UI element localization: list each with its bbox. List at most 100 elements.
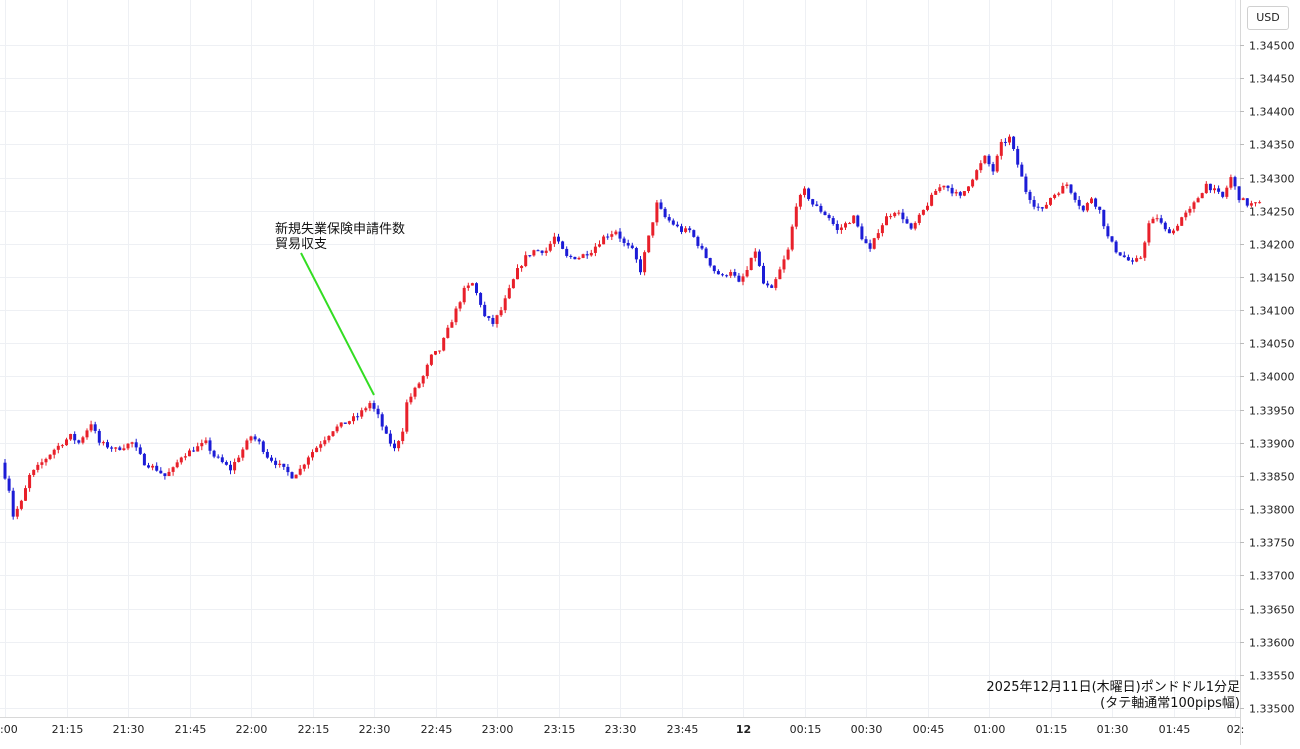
candle-body <box>700 245 704 249</box>
candle-body <box>487 316 491 318</box>
annotation-pointer-line <box>300 252 375 396</box>
candle-body <box>1208 183 1212 191</box>
candle-body <box>257 439 261 442</box>
candle-body <box>220 457 224 463</box>
candle-body <box>60 445 64 447</box>
candle-body <box>835 223 839 230</box>
candle-body <box>1003 141 1007 143</box>
candle-body <box>823 211 827 216</box>
x-tick-label: 01:45 <box>1159 723 1191 736</box>
candle-body <box>614 231 618 235</box>
candle-body <box>356 416 360 418</box>
candle-body <box>1217 188 1221 192</box>
candle-body <box>655 202 659 223</box>
y-tick-label: 1.34150 <box>1249 272 1295 285</box>
candle-body <box>204 440 208 443</box>
candle-body <box>429 354 433 365</box>
candle-body <box>1188 208 1192 213</box>
candle-body <box>593 246 597 253</box>
candle-body <box>1151 218 1155 224</box>
candle-body <box>581 254 585 258</box>
candle-body <box>1077 199 1081 206</box>
x-tick-label: 01:00 <box>974 723 1006 736</box>
candle-body <box>409 396 413 403</box>
candle-body <box>520 266 524 269</box>
candle-body <box>1254 202 1257 204</box>
candle-body <box>770 285 774 288</box>
candle-body <box>73 434 77 441</box>
candle-body <box>1020 164 1024 177</box>
candle-body <box>56 445 60 450</box>
candle-body <box>893 212 897 217</box>
candle-body <box>249 436 253 441</box>
x-tick-label: 01:30 <box>1097 723 1129 736</box>
candle-body <box>475 283 478 294</box>
candle-body <box>265 451 269 458</box>
candle-body <box>762 265 765 284</box>
candle-body <box>1053 194 1057 198</box>
candle-body <box>159 470 163 474</box>
candle-body <box>401 431 405 442</box>
candle-body <box>819 205 823 212</box>
candle-body <box>897 212 901 214</box>
candle-body <box>606 236 610 238</box>
candle-body <box>1069 184 1073 193</box>
candle-body <box>856 215 860 227</box>
candle-body <box>511 279 515 289</box>
x-tick-label: 21:30 <box>113 723 145 736</box>
candle-body <box>889 216 893 218</box>
candle-body <box>347 421 351 424</box>
y-tick-label: 1.34500 <box>1249 40 1295 53</box>
candle-body <box>1057 193 1061 195</box>
candle-body <box>675 224 679 227</box>
candle-body <box>643 252 647 273</box>
caption-line-1: 2025年12月11日(木曜日)ポンドドル1分足 <box>986 680 1240 695</box>
candle-body <box>138 447 142 454</box>
candle-body <box>950 187 954 194</box>
candle-body <box>909 223 913 229</box>
x-tick-label: 00:15 <box>790 723 822 736</box>
candle-body <box>782 259 786 270</box>
candle-body <box>40 462 44 465</box>
y-tick-label: 1.33500 <box>1249 703 1295 716</box>
candle-body <box>1249 203 1253 206</box>
candle-body <box>573 256 577 260</box>
candle-body <box>315 447 319 453</box>
candle-body <box>270 457 273 461</box>
candle-body <box>716 271 720 275</box>
candle-body <box>880 225 884 234</box>
candle-body <box>466 285 470 288</box>
candle-body <box>188 450 191 457</box>
event-annotation: 新規失業保険申請件数 貿易収支 <box>275 222 405 252</box>
candle-body <box>827 215 831 219</box>
candle-body <box>1180 217 1184 226</box>
candle-body <box>794 206 798 227</box>
candle-body <box>294 474 298 479</box>
y-tick-label: 1.34450 <box>1249 73 1295 86</box>
candle-body <box>499 310 503 316</box>
candle-body <box>1081 205 1085 211</box>
candle-body <box>282 463 286 467</box>
candle-body <box>69 434 73 440</box>
x-tick-label: 02: <box>1227 723 1245 736</box>
y-tick-label: 1.33950 <box>1249 405 1295 418</box>
candle-body <box>565 248 569 256</box>
candle-body <box>81 437 85 443</box>
y-tick-label: 1.33850 <box>1249 471 1295 484</box>
candle-body <box>868 243 872 249</box>
candle-body <box>634 248 638 260</box>
candle-body <box>110 447 114 449</box>
y-tick-label: 1.34100 <box>1249 305 1295 318</box>
candle-body <box>11 490 15 517</box>
candle-body <box>1036 206 1040 208</box>
x-tick-label: 01:15 <box>1036 723 1068 736</box>
candle-body <box>1106 226 1110 237</box>
candle-body <box>1131 260 1134 262</box>
candle-body <box>261 441 265 452</box>
candle-body <box>438 350 442 352</box>
price-axis-panel <box>1240 0 1300 745</box>
candle-body <box>1225 187 1229 197</box>
candle-body <box>241 449 245 458</box>
currency-badge[interactable]: USD <box>1247 6 1289 30</box>
